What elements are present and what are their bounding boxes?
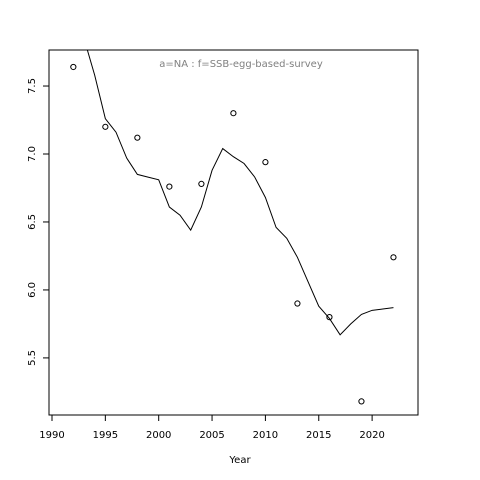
x-tick-label: 2010 <box>253 430 278 441</box>
y-tick-label: 7.5 <box>27 78 38 94</box>
x-tick-label: 2015 <box>306 430 331 441</box>
y-tick-label: 7.0 <box>27 146 38 162</box>
data-point <box>102 123 109 130</box>
data-point <box>70 63 77 71</box>
plot-frame <box>48 49 419 416</box>
x-tick-label: 1995 <box>93 430 118 441</box>
data-point <box>166 183 173 190</box>
y-tick-label: 6.0 <box>27 282 38 298</box>
data-point <box>326 314 333 321</box>
x-tick-label: 2005 <box>199 430 224 441</box>
data-point <box>390 254 397 261</box>
x-tick-label: 1990 <box>39 430 64 441</box>
data-point <box>358 398 365 405</box>
data-point <box>230 110 237 117</box>
data-point <box>262 159 269 166</box>
x-axis-label: Year <box>228 455 251 466</box>
data-point <box>294 300 301 307</box>
data-point <box>134 134 141 141</box>
x-tick-label: 2020 <box>359 430 384 441</box>
x-tick-label: 2000 <box>146 430 171 441</box>
chart-title: a=NA : f=SSB-egg-based-survey <box>159 59 323 70</box>
data-point <box>198 180 205 188</box>
y-tick-label: 5.5 <box>27 350 38 366</box>
y-tick-label: 6.5 <box>27 214 38 230</box>
fit-line <box>86 50 394 336</box>
